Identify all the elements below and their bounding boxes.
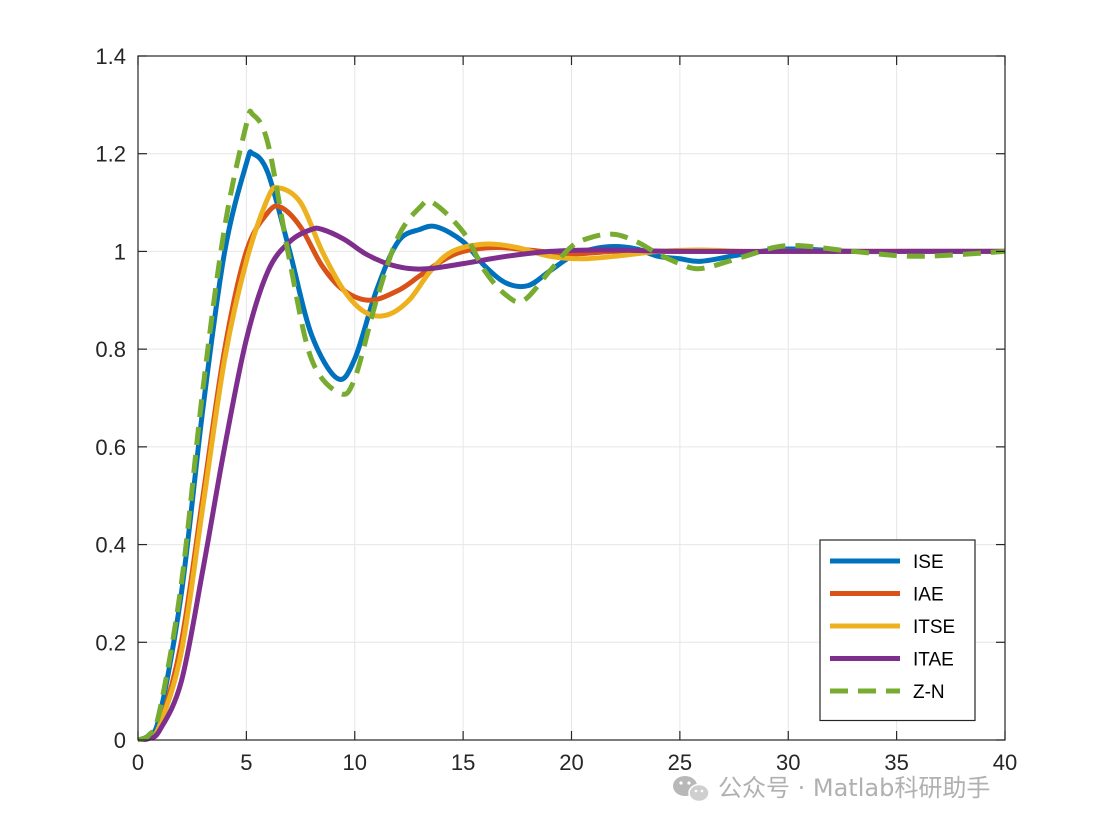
legend-label: Z-N [913, 682, 945, 703]
y-tick-label: 0.4 [95, 533, 126, 558]
x-tick-label: 10 [343, 750, 367, 775]
legend-label: ITSE [913, 617, 955, 638]
x-tick-label: 0 [132, 750, 144, 775]
y-tick-label: 0.6 [95, 435, 126, 460]
series-line-ise [138, 149, 1005, 742]
watermark-text: 公众号 · Matlab科研助手 [718, 774, 990, 802]
y-tick-label: 0.2 [95, 630, 126, 655]
legend-label: ISE [913, 552, 944, 573]
wechat-icon [673, 776, 710, 803]
y-tick-label: 1 [114, 239, 126, 264]
x-tick-label: 35 [884, 750, 908, 775]
watermark: 公众号 · Matlab科研助手 [673, 774, 990, 803]
y-tick-label: 0.8 [95, 337, 126, 362]
x-tick-label: 30 [776, 750, 800, 775]
y-tick-label: 1.4 [95, 44, 126, 69]
series-line-itae [138, 225, 1005, 742]
series-lines [138, 108, 1005, 742]
legend-label: IAE [913, 585, 944, 606]
legend: ISE IAE ITSE ITAE Z-N [819, 539, 976, 722]
plot-area: 0 5 10 15 20 25 30 35 4000.20.40.60.811.21.4ISEI… [95, 44, 1017, 775]
x-tick-label: 25 [668, 750, 692, 775]
series-line-z-n [138, 108, 1005, 742]
x-tick-label: 5 [240, 750, 252, 775]
y-tick-label: 1.2 [95, 142, 126, 167]
y-tick-label: 0 [114, 728, 126, 753]
legend-label: ITAE [913, 650, 954, 671]
x-tick-label: 20 [559, 750, 583, 775]
x-tick-label: 40 [993, 750, 1017, 775]
x-tick-label: 15 [451, 750, 475, 775]
